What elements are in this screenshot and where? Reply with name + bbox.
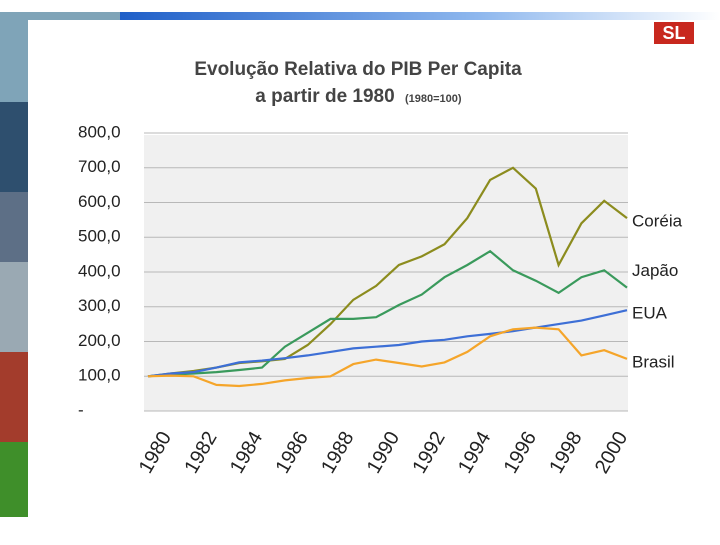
y-tick-label: 800,0 xyxy=(78,122,121,141)
series-label: Coréia xyxy=(632,212,683,231)
y-tick-label: 600,0 xyxy=(78,192,121,211)
series-label: Japão xyxy=(632,261,678,280)
series-line xyxy=(147,249,628,378)
series-label: Brasil xyxy=(632,352,675,371)
series-line xyxy=(147,309,628,378)
top-bar xyxy=(120,12,720,20)
y-tick-label: 700,0 xyxy=(78,157,121,176)
y-tick-label: 100,0 xyxy=(78,366,121,385)
y-tick-label: 300,0 xyxy=(78,296,121,315)
logo-text: SL xyxy=(662,23,685,43)
chart-title: Evolução Relativa do PIB Per Capita xyxy=(194,59,522,80)
y-tick-label: - xyxy=(78,400,84,419)
y-tick-label: 400,0 xyxy=(78,261,121,280)
series-line xyxy=(147,326,628,388)
series-label: EUA xyxy=(632,304,668,323)
logo: SL xyxy=(654,22,694,44)
y-tick-label: 500,0 xyxy=(78,227,121,246)
subtitle-note: (1980=100) xyxy=(405,93,462,105)
chart-subtitle: a partir de 1980 xyxy=(255,86,394,107)
y-tick-label: 200,0 xyxy=(78,331,121,350)
plot-area xyxy=(144,135,628,411)
